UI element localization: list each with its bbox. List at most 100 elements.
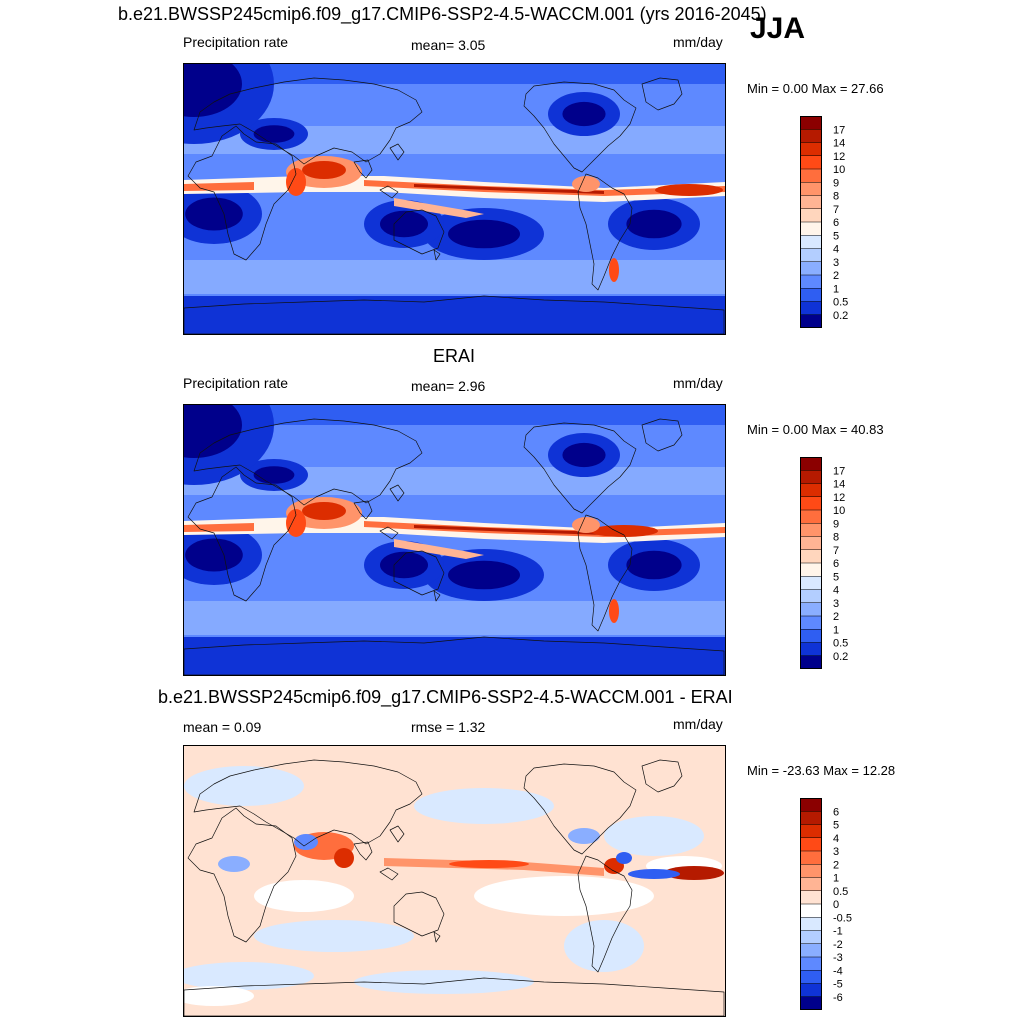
colorbar-swatch [800,510,822,524]
colorbar-tick-label: 9 [833,177,839,189]
colorbar-swatch [800,235,822,249]
colorbar-tick-label: -3 [833,952,843,964]
colorbar-swatch [800,496,822,510]
colorbar-swatch [800,275,822,289]
colorbar-swatch [800,169,822,183]
colorbar-tick-label: 5 [833,820,839,832]
colorbar-tick-label: 0.2 [833,310,848,322]
colorbar-swatch [800,970,822,984]
panel-2-mean-label: mean= 2.96 [411,378,486,394]
colorbar-swatch [800,222,822,236]
colorbar-swatch [800,917,822,931]
colorbar-swatch [800,483,822,497]
colorbar-tick-label: 9 [833,518,839,530]
colorbar-tick-label: 0.5 [833,638,848,650]
colorbar-swatch [800,824,822,838]
panel-2-colorbar: 17 14 12 10 9 8 7 6 5 4 3 2 1 0.5 0.2 [800,457,848,669]
colorbar-tick-label: 7 [833,204,839,216]
colorbar-tick-label: 6 [833,806,839,818]
colorbar-swatch [800,523,822,537]
colorbar-tick-label: 8 [833,532,839,544]
panel-1-mean-label: mean= 3.05 [411,37,486,53]
colorbar-swatch [800,142,822,156]
colorbar-tick-label: 17 [833,124,845,136]
panel-3-title: b.e21.BWSSP245cmip6.f09_g17.CMIP6-SSP2-4… [158,687,733,707]
panel-1-map [183,63,726,335]
colorbar-tick-label: 0.5 [833,886,848,898]
colorbar-swatch [800,655,822,669]
panel-2-title: ERAI [433,346,476,366]
colorbar-swatch [800,629,822,643]
colorbar-swatch [800,877,822,891]
colorbar-tick-label: 3 [833,846,839,858]
colorbar-tick-label: 10 [833,505,845,517]
colorbar-tick-label: -5 [833,979,843,991]
colorbar-tick-label: 6 [833,558,839,570]
colorbar-swatch [800,208,822,222]
colorbar-swatch [800,182,822,196]
colorbar-tick-label: 10 [833,164,845,176]
colorbar-tick-label: 4 [833,585,839,597]
colorbar-swatch [800,576,822,590]
panel-1-minmax-label: Min = 0.00 Max = 27.66 [747,81,884,96]
colorbar-swatch [800,983,822,997]
panel-2-map [183,404,726,676]
colorbar-swatch [800,549,822,563]
colorbar-swatch [800,261,822,275]
colorbar-tick-label: 7 [833,545,839,557]
colorbar-swatch [800,248,822,262]
panel-3-rmse-label: rmse = 1.32 [411,719,486,735]
colorbar-tick-label: 4 [833,833,839,845]
colorbar-tick-label: -0.5 [833,912,852,924]
panel-2-minmax-label: Min = 0.00 Max = 40.83 [747,422,884,437]
panel-3-minmax-label: Min = -23.63 Max = 12.28 [747,763,896,778]
colorbar-swatch [800,129,822,143]
colorbar-swatch [800,642,822,656]
colorbar-swatch [800,457,822,471]
colorbar-swatch [800,851,822,865]
colorbar-swatch [800,195,822,209]
colorbar-tick-label: 8 [833,191,839,203]
colorbar-swatch [800,616,822,630]
panel-3-mean-label: mean = 0.09 [183,719,262,735]
colorbar-tick-label: 17 [833,465,845,477]
colorbar-tick-label: 5 [833,571,839,583]
colorbar-swatch [800,930,822,944]
colorbar-tick-label: 1 [833,873,839,885]
colorbar-tick-label: 2 [833,611,839,623]
colorbar-tick-label: -4 [833,965,843,977]
panel-1-map-canvas [184,64,725,334]
colorbar-tick-label: 0.2 [833,651,848,663]
colorbar-swatch [800,301,822,315]
panel-1-colorbar: 17 14 12 10 9 8 7 6 5 4 3 2 1 0.5 0.2 [800,116,848,328]
panel-1-variable-label: Precipitation rate [183,34,289,50]
colorbar-tick-label: 3 [833,598,839,610]
colorbar-tick-label: -2 [833,939,843,951]
colorbar-tick-label: 2 [833,270,839,282]
panel-3-map-canvas [184,746,725,1016]
colorbar-swatch [800,288,822,302]
colorbar-tick-label: 12 [833,492,845,504]
colorbar-tick-label: 12 [833,151,845,163]
colorbar-tick-label: 3 [833,257,839,269]
colorbar-tick-label: 6 [833,217,839,229]
panel-2-map-canvas [184,405,725,675]
colorbar-swatch [800,837,822,851]
panel-2-variable-label: Precipitation rate [183,375,289,391]
colorbar-tick-label: 14 [833,479,845,491]
colorbar-tick-label: 14 [833,138,845,150]
colorbar-swatch [800,589,822,603]
colorbar-swatch [800,314,822,328]
colorbar-swatch [800,957,822,971]
colorbar-swatch [800,904,822,918]
colorbar-swatch [800,536,822,550]
panel-3-colorbar: 6 5 4 3 2 1 0.5 0 -0.5 -1 -2 -3 -4 -5 -6 [800,798,852,1010]
colorbar-swatch [800,864,822,878]
panel-3-units-label: mm/day [673,716,723,732]
colorbar-tick-label: -1 [833,926,843,938]
colorbar-swatch [800,811,822,825]
season-label: JJA [750,12,806,45]
